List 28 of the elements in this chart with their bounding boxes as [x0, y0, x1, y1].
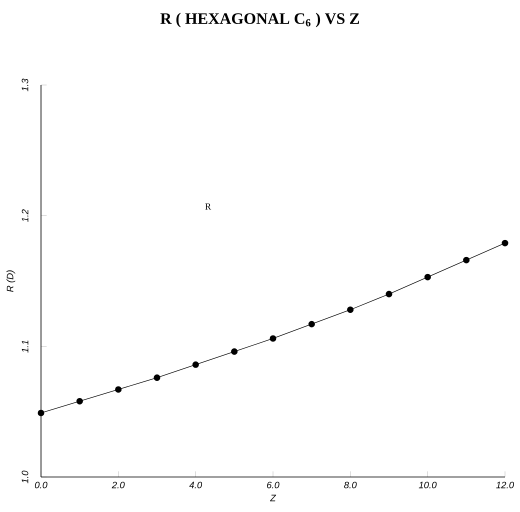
x-tick-label: 12.0 [496, 482, 514, 488]
x-tick-label: 2.0 [112, 482, 125, 488]
y-tick-label: 1.1 [22, 340, 28, 353]
point [76, 398, 83, 404]
point [502, 240, 508, 246]
point [38, 410, 44, 416]
point [386, 290, 392, 298]
point [154, 374, 160, 381]
point [192, 361, 199, 368]
x-tick-label: 10.0 [418, 482, 437, 488]
annotation: R [205, 203, 212, 210]
x-tick-label: 0.0 [34, 482, 48, 488]
x-tick-label: 8.0 [344, 482, 357, 488]
x-tick-label: 6.0 [267, 482, 280, 488]
x-tick-label: 4.0 [189, 482, 202, 488]
x-axis-title: Z [270, 494, 276, 502]
point [463, 256, 470, 264]
point [115, 386, 122, 393]
y-tick-label: 1.0 [22, 470, 28, 484]
point [270, 335, 276, 342]
point [424, 274, 431, 280]
point [347, 306, 354, 314]
y-tick-label: 1.3 [22, 78, 28, 92]
y-tick-label: 1.2 [22, 209, 28, 222]
point [231, 348, 238, 355]
chart-title: R ( HEXAGONAL C$_{6}$ ) VS Z [160, 12, 360, 28]
point [308, 320, 315, 328]
y-axis-title: R (D) [6, 270, 16, 292]
